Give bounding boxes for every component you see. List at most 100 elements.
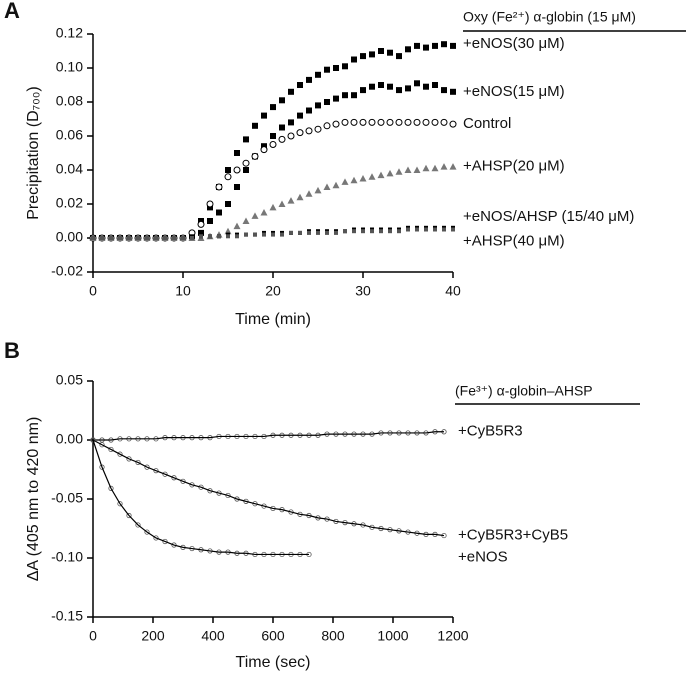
y-tick-label: 0.04 — [56, 161, 83, 177]
data-point — [370, 229, 374, 234]
y-tick-label: 0.02 — [56, 195, 83, 211]
data-point — [360, 53, 366, 60]
data-point — [386, 118, 394, 126]
data-point — [395, 118, 403, 126]
data-point — [163, 236, 167, 240]
data-point — [350, 118, 358, 126]
data-point — [449, 163, 457, 170]
data-point — [414, 80, 420, 87]
data-point — [415, 227, 419, 232]
data-point — [99, 442, 105, 448]
data-point — [154, 236, 158, 240]
data-point — [206, 200, 214, 208]
data-point — [280, 232, 284, 237]
data-point — [269, 141, 277, 148]
data-point — [450, 88, 456, 95]
data-point — [190, 236, 194, 240]
data-point — [262, 232, 266, 237]
y-tick-label: -0.10 — [51, 549, 83, 565]
data-point — [144, 464, 150, 470]
x-tick-label: 30 — [355, 283, 371, 299]
y-axis-label: ΔA (405 nm to 420 nm) — [25, 417, 42, 582]
data-point — [441, 41, 447, 48]
data-point — [404, 166, 412, 173]
data-point — [252, 122, 258, 129]
data-point — [378, 48, 384, 54]
data-point — [287, 197, 295, 204]
y-axis-label: Precipitation (D₇₀₀) — [25, 86, 42, 219]
data-point — [361, 229, 365, 234]
data-point — [279, 124, 285, 131]
series — [90, 437, 312, 558]
fit-line — [93, 431, 444, 441]
data-point — [324, 99, 330, 105]
y-tick-label: 0.00 — [56, 229, 83, 245]
data-point — [207, 218, 213, 224]
data-point — [324, 66, 330, 73]
data-point — [251, 152, 259, 160]
data-point — [377, 118, 385, 126]
data-point — [404, 118, 412, 126]
data-point — [171, 475, 177, 481]
x-tick-label: 800 — [321, 628, 345, 644]
data-point — [235, 234, 239, 239]
data-point — [449, 120, 457, 128]
data-point — [296, 129, 304, 137]
data-point — [323, 183, 331, 190]
series-label: +CyB5R3 — [458, 423, 523, 440]
data-point — [91, 236, 95, 240]
data-point — [181, 236, 185, 240]
data-point — [269, 203, 277, 211]
data-point — [226, 234, 230, 239]
data-point — [180, 478, 186, 484]
data-point — [395, 168, 403, 175]
data-point — [270, 104, 276, 111]
x-tick-label: 200 — [141, 628, 165, 644]
data-point — [422, 164, 430, 172]
data-point — [314, 186, 322, 194]
data-point — [332, 181, 340, 189]
data-point — [386, 169, 394, 177]
data-point — [199, 234, 203, 239]
series — [91, 227, 455, 240]
y-tick-label: 0.00 — [56, 431, 83, 447]
y-tick-label: -0.02 — [51, 263, 83, 279]
data-point — [242, 159, 250, 167]
data-point — [432, 82, 438, 88]
series-label: +AHSP(20 μM) — [463, 158, 565, 175]
data-point — [198, 229, 204, 236]
data-point — [360, 87, 366, 94]
data-point — [423, 44, 429, 51]
data-point — [432, 42, 438, 49]
data-point — [424, 227, 428, 232]
data-point — [234, 150, 240, 156]
data-point — [297, 112, 303, 119]
data-point — [414, 42, 420, 49]
data-point — [217, 234, 221, 239]
data-point — [225, 201, 231, 207]
data-point — [343, 229, 347, 234]
y-tick-label: 0.06 — [56, 127, 83, 143]
data-point — [333, 65, 339, 71]
data-point — [270, 133, 276, 139]
series-label: +AHSP(40 μM) — [463, 232, 565, 249]
data-point — [413, 118, 421, 126]
y-tick-label: 0.10 — [56, 59, 83, 75]
x-axis-label: Time (sec) — [236, 654, 311, 671]
data-point — [350, 176, 358, 184]
data-point — [342, 63, 348, 70]
fit-line — [92, 439, 445, 537]
data-point — [216, 209, 222, 216]
data-point — [406, 227, 410, 232]
data-point — [260, 146, 268, 154]
data-point — [396, 87, 402, 94]
series — [90, 437, 447, 539]
y-tick-label: 0.12 — [56, 25, 83, 41]
data-point — [413, 166, 421, 173]
x-axis-label: Time (min) — [235, 311, 311, 328]
data-point — [288, 88, 294, 95]
data-point — [334, 230, 338, 235]
data-point — [388, 229, 392, 234]
data-point — [90, 437, 96, 443]
data-point — [433, 227, 437, 232]
